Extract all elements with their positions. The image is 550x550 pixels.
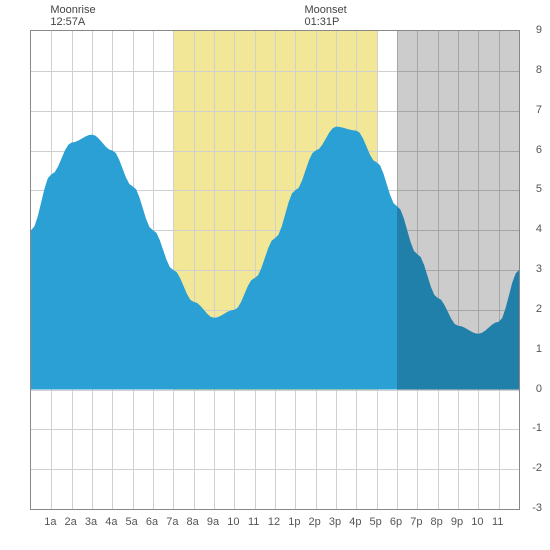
x-tick-label: 10 — [467, 516, 487, 528]
x-tick-label: 9p — [447, 516, 467, 528]
x-tick-label: 12 — [264, 516, 284, 528]
x-tick-label: 11 — [244, 516, 264, 528]
y-tick-label: -3 — [524, 502, 542, 514]
y-tick-label: 3 — [524, 263, 542, 275]
y-tick-label: -1 — [524, 422, 542, 434]
x-tick-label: 5a — [122, 516, 142, 528]
x-tick-label: 4a — [101, 516, 121, 528]
x-tick-label: 7a — [162, 516, 182, 528]
x-tick-label: 2p — [305, 516, 325, 528]
x-tick-label: 7p — [406, 516, 426, 528]
y-tick-label: 5 — [524, 183, 542, 195]
y-tick-label: 4 — [524, 223, 542, 235]
x-tick-label: 1p — [284, 516, 304, 528]
y-tick-label: 9 — [524, 24, 542, 36]
x-tick-label: 9a — [203, 516, 223, 528]
y-tick-label: 8 — [524, 64, 542, 76]
x-tick-label: 6p — [386, 516, 406, 528]
x-tick-label: 10 — [223, 516, 243, 528]
x-tick-label: 3a — [81, 516, 101, 528]
y-tick-label: -2 — [524, 462, 542, 474]
tide-chart-container: -3-2-10123456789 1a2a3a4a5a6a7a8a9a10111… — [0, 0, 550, 550]
y-tick-label: 1 — [524, 343, 542, 355]
y-tick-label: 7 — [524, 104, 542, 116]
x-tick-label: 6a — [142, 516, 162, 528]
x-tick-label: 5p — [366, 516, 386, 528]
y-tick-label: 2 — [524, 303, 542, 315]
plot-area — [30, 30, 520, 510]
moonrise-time: 12:57A — [50, 16, 85, 28]
moonrise-label: Moonrise — [50, 4, 95, 16]
tide-curve — [31, 31, 519, 509]
moonset-label: Moonset — [305, 4, 347, 16]
x-tick-label: 8a — [183, 516, 203, 528]
x-tick-label: 8p — [427, 516, 447, 528]
x-tick-label: 2a — [61, 516, 81, 528]
y-tick-label: 6 — [524, 144, 542, 156]
moonset-time: 01:31P — [305, 16, 340, 28]
x-tick-label: 11 — [488, 516, 508, 528]
y-tick-label: 0 — [524, 383, 542, 395]
x-tick-label: 4p — [345, 516, 365, 528]
x-tick-label: 3p — [325, 516, 345, 528]
x-tick-label: 1a — [40, 516, 60, 528]
